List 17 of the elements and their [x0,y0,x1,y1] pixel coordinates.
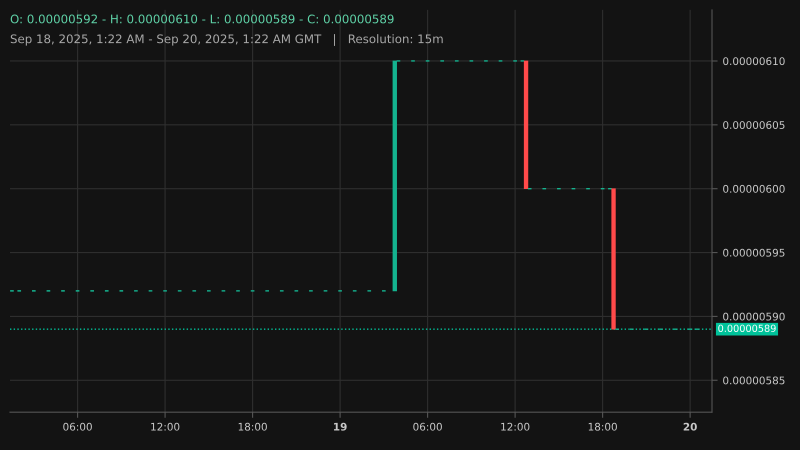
x-tick-label: 06:00 [413,422,442,431]
x-tick-label: 18:00 [238,422,267,431]
y-tick-label: 0.00000600 [723,184,785,193]
y-tick-label: 0.00000605 [723,121,784,129]
x-tick-label: 19 [334,422,347,431]
chart-subtitle: O: 0.00000592 - H: 0.00000610 - L: 0.00000589 - C: 0.00000589 [10,14,394,24]
y-tick-label: 0.00000595 [723,248,784,257]
x-tick-label: 12:00 [151,422,180,431]
y-tick-label: 0.00000590 [723,312,785,321]
annotation: Sep 18, 2025, 1:22 AM - Sep 20, 2025, 1:22 AM GMT | Resolution: 15m [10,34,443,46]
ref-line-label: 0.00000589 [718,324,776,332]
x-tick-label: 20 [684,422,697,431]
y-tick-label: 0.00000610 [723,57,785,66]
x-tick-label: 12:00 [501,422,530,431]
x-tick-label: 06:00 [63,422,92,431]
x-tick-label: 18:00 [588,422,617,431]
y-tick-label: 0.00000585 [723,376,784,384]
